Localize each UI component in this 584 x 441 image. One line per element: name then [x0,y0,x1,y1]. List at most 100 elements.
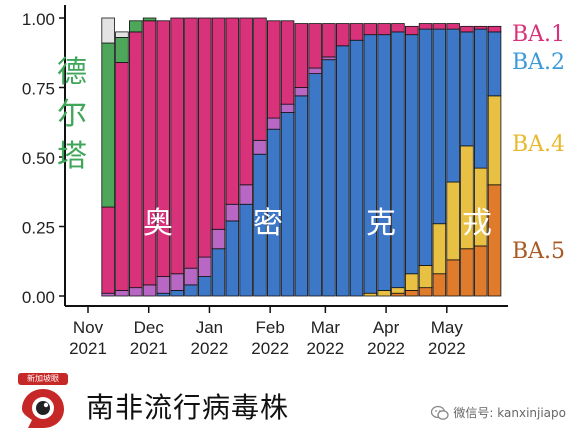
legend-label-ba1: BA.1 [512,22,565,47]
bar-segment-ba2sub-12 [253,139,267,155]
delta-label-char: 德 [57,55,87,90]
y-tick-label: 0.50 [22,149,55,168]
bar-segment-delta-3 [128,20,143,33]
x-tick-label-year: 2022 [251,339,289,358]
bar-segment-ba2-5 [156,292,171,297]
bar-segment-ba2-26 [446,28,460,183]
bar-segment-ba2-16 [308,73,322,297]
bars-layer [101,17,502,297]
x-tick-label-month: Nov [73,318,104,337]
omicron-label-char: 克 [366,206,396,241]
x-tick-label-year: 2022 [191,339,229,358]
x-tick-label-year: 2022 [428,339,466,358]
bar-segment-ba4-26 [446,181,460,261]
bar-segment-ba4-25 [432,223,447,275]
bar-segment-ba2-25 [432,28,447,225]
bar-segment-ba2sub-1 [101,292,115,297]
bar-segment-ba1-2 [115,62,129,291]
bar-segment-ba5-28 [473,245,488,297]
bar-segment-ba1-7 [184,17,198,269]
x-tick-label-month: Mar [311,318,341,337]
bar-segment-ba2sub-10 [225,203,240,222]
bar-segment-ba4-21 [377,290,391,297]
bar-segment-ba1-22 [391,23,405,33]
bar-segment-ba2-15 [294,95,309,297]
bar-segment-ba2sub-15 [294,87,309,97]
bar-segment-ba1-11 [239,17,253,186]
x-tick-label-month: Jan [196,318,223,337]
bar-segment-ba1-27 [460,25,474,33]
bar-segment-ba1-12 [253,17,267,141]
logo-icon: 新加坡眼 [18,373,68,429]
bar-segment-ba1-19 [349,23,364,41]
bar-segment-ba1-29 [487,25,502,33]
wechat-account: 微信号: kanxinjiapo [431,404,566,421]
bar-segment-ba1-20 [363,23,378,36]
bar-segment-ba4-20 [363,292,378,297]
omicron-label-char: 奥 [143,206,173,241]
x-tick-label-year: 2021 [69,339,107,358]
bar-segment-other-1 [101,17,115,44]
eye-logo-icon [22,389,64,428]
y-tick-label: 1.00 [22,10,55,29]
bar-segment-ba2-9 [211,248,226,297]
bar-segment-ba2sub-2 [115,290,129,297]
bar-segment-ba2-28 [473,28,488,169]
y-tick-label: 0.25 [22,219,55,238]
legend-label-ba2: BA.2 [512,50,565,75]
bar-segment-ba1-14 [280,20,295,105]
bar-segment-ba1-8 [197,17,212,258]
bar-segment-ba1-28 [473,25,488,30]
bar-segment-ba4-24 [418,265,433,289]
bar-segment-ba1-16 [308,23,322,69]
bar-segment-ba2sub-9 [211,228,226,250]
x-tick-label-year: 2022 [367,339,405,358]
bar-segment-ba2-11 [239,203,253,297]
logo-badge-text: 新加坡眼 [18,373,68,385]
footer-title: 南非流行病毒株 [86,391,290,424]
bar-segment-ba2-18 [335,45,350,297]
delta-label-char: 塔 [57,139,87,174]
bar-segment-ba2sub-3 [128,287,143,297]
bar-segment-ba4-22 [391,287,405,294]
x-tick-label-month: May [431,318,464,337]
stacked-bar-chart: 0.00 0.25 0.50 0.75 1.00 Nov 2021 Dec 2021 Jan 202… [22,5,565,358]
bar-segment-ba2-7 [184,284,198,297]
bar-segment-ba1-18 [335,23,350,47]
bar-segment-ba2sub-8 [197,256,212,277]
bar-segment-ba2-27 [460,31,474,147]
bar-segment-ba5-24 [418,287,433,297]
bar-segment-ba2sub-5 [156,276,171,294]
bar-segment-ba5-27 [460,248,474,297]
bar-segment-ba2sub-17 [322,56,336,61]
bar-segment-other-2 [115,31,129,38]
bar-segment-ba1-15 [294,23,309,88]
bar-segment-ba1-6 [170,17,184,275]
bar-segment-ba2sub-11 [239,184,253,205]
bar-segment-ba1-26 [446,23,460,30]
legend-label-ba5: BA.5 [512,239,565,264]
bar-segment-ba2-10 [225,220,240,297]
bar-segment-ba2-20 [363,34,378,294]
bar-segment-ba1-17 [322,23,336,58]
x-tick-label-month: Feb [256,318,285,337]
omicron-label-char: 戎 [462,206,492,241]
bar-segment-ba2sub-6 [170,273,184,291]
bar-segment-ba2-24 [418,28,433,266]
bar-segment-ba1-25 [432,23,447,30]
axes-layer: 0.00 0.25 0.50 0.75 1.00 Nov 2021 Dec 2021 Jan 202… [22,5,508,358]
bar-segment-ba1-5 [156,20,171,277]
y-tick-label: 0.75 [22,80,55,99]
bar-segment-ba1-10 [225,17,240,205]
bar-segment-ba1-21 [377,23,391,36]
y-tick-label: 0.00 [22,288,55,307]
bar-segment-ba1-9 [211,17,226,230]
bar-segment-ba1-23 [404,25,419,36]
bar-segment-delta-4 [142,17,157,22]
bar-segment-ba2-21 [377,34,391,291]
x-tick-label-month: Apr [373,318,400,337]
bar-segment-ba2sub-14 [280,103,295,113]
x-tick-label-year: 2022 [306,339,344,358]
bar-segment-ba2sub-13 [266,117,281,130]
